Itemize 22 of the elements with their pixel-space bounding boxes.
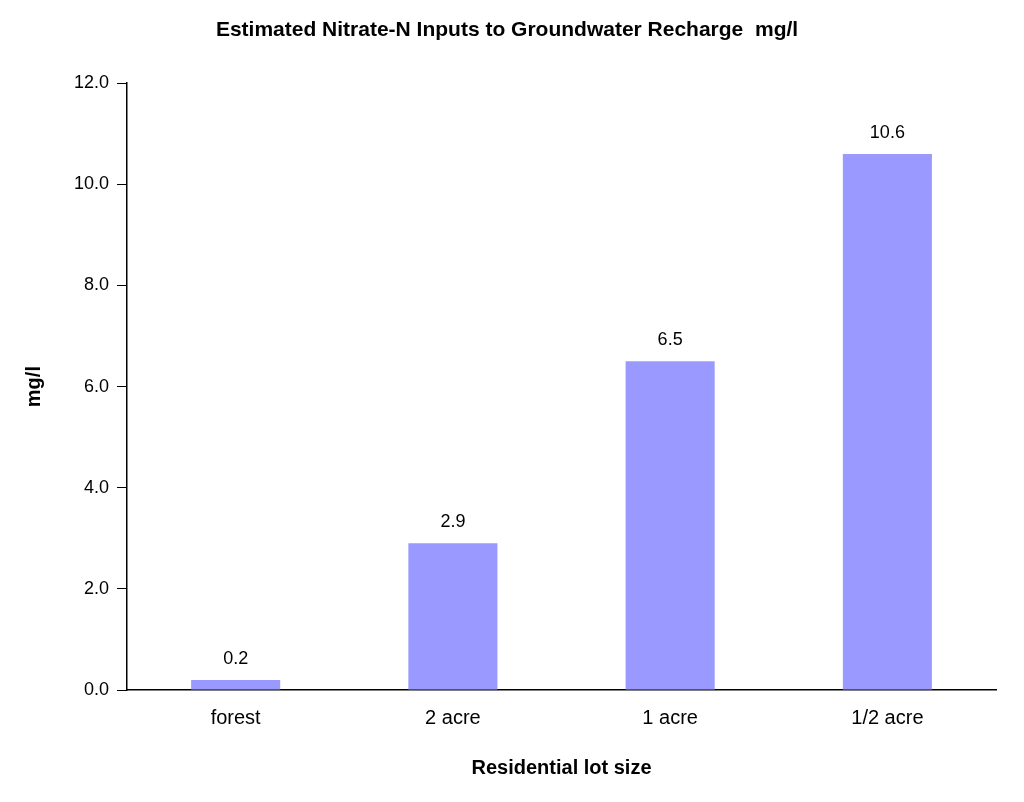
data-label: 10.6 — [869, 121, 905, 142]
y-axis-title: mg/l — [21, 366, 44, 408]
y-tick-label: 6.0 — [84, 375, 110, 396]
y-tick-label: 12.0 — [73, 72, 110, 93]
x-tick-label: 1/2 acre — [851, 705, 924, 728]
y-tick-label: 8.0 — [84, 274, 110, 295]
bar — [408, 543, 498, 690]
bar — [191, 679, 281, 690]
bar — [625, 361, 715, 690]
x-axis-title: Residential lot size — [471, 755, 652, 778]
y-tick-label: 2.0 — [84, 577, 110, 598]
data-label: 2.9 — [440, 511, 466, 532]
y-tick-label: 10.0 — [73, 173, 110, 194]
chart-title: Estimated Nitrate-N Inputs to Groundwater Recharge mg/l — [215, 17, 799, 41]
x-tick-label: 2 acre — [425, 705, 481, 728]
y-tick-label: 4.0 — [84, 476, 110, 497]
y-tick-label: 0.0 — [84, 678, 110, 699]
data-label: 0.2 — [223, 647, 249, 668]
data-label: 6.5 — [657, 329, 683, 350]
bar — [842, 153, 932, 690]
x-tick-label: 1 acre — [642, 705, 698, 728]
x-tick-label: forest — [210, 705, 262, 728]
